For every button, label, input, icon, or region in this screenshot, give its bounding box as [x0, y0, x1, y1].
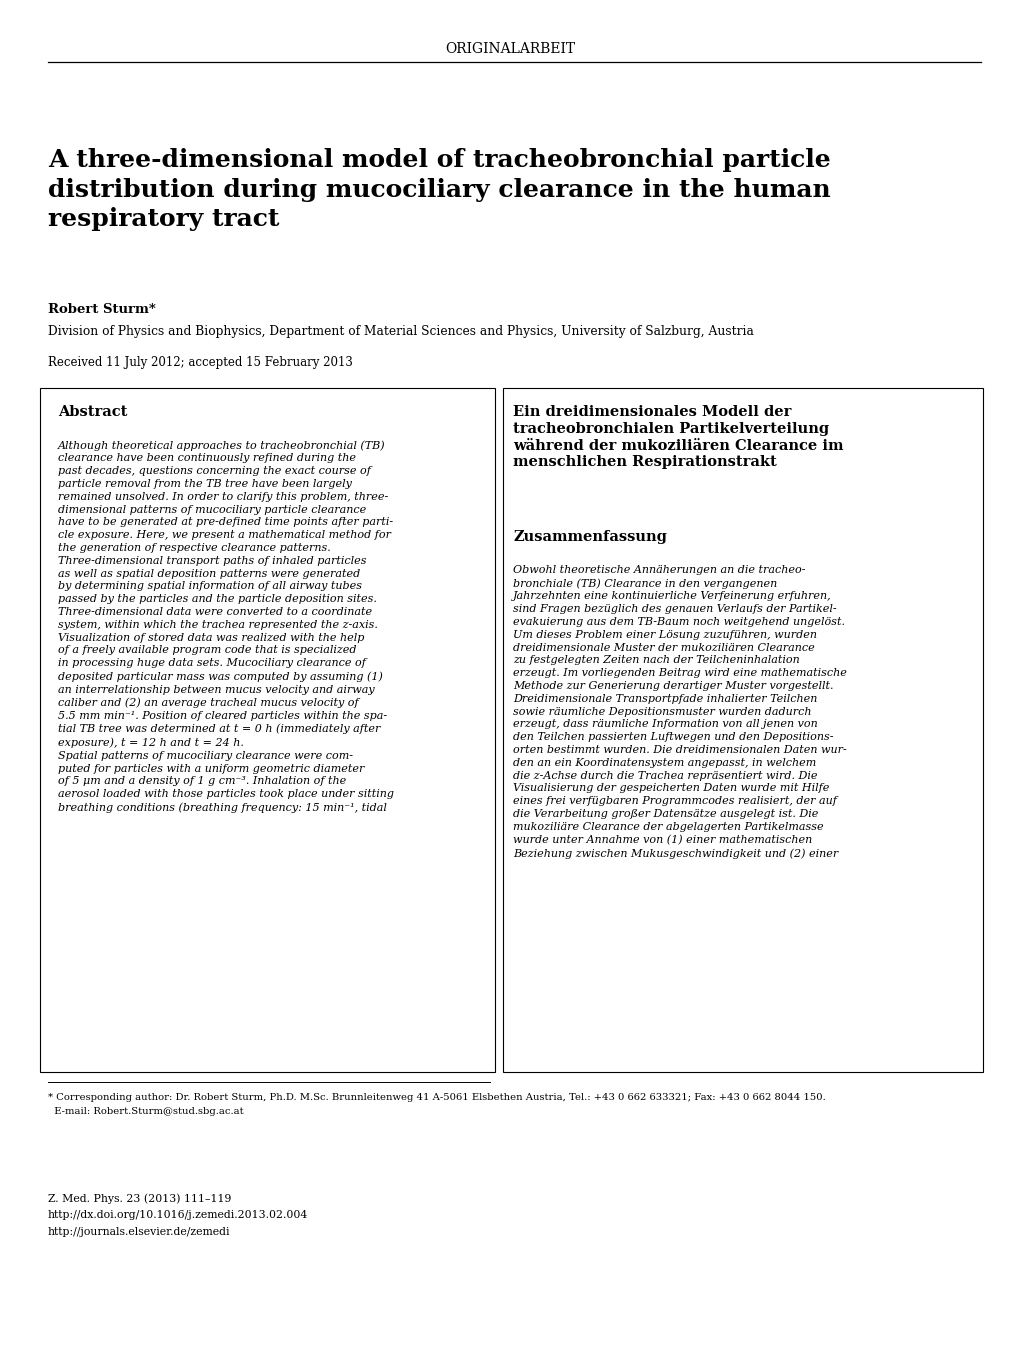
Text: E-mail: Robert.Sturm@stud.sbg.ac.at: E-mail: Robert.Sturm@stud.sbg.ac.at	[48, 1106, 244, 1116]
Text: Z. Med. Phys. 23 (2013) 111–119: Z. Med. Phys. 23 (2013) 111–119	[48, 1193, 232, 1204]
Text: Robert Sturm*: Robert Sturm*	[48, 303, 156, 316]
Text: Obwohl theoretische Annäherungen an die tracheo-
bronchiale (TB) Clearance in de: Obwohl theoretische Annäherungen an die …	[513, 565, 846, 858]
Bar	[503, 388, 983, 1071]
Text: Ein dreidimensionales Modell der
tracheobronchialen Partikelverteilung
während d: Ein dreidimensionales Modell der tracheo…	[513, 405, 843, 469]
Text: Division of Physics and Biophysics, Department of Material Sciences and Physics,: Division of Physics and Biophysics, Depa…	[48, 326, 753, 338]
Bar	[40, 388, 495, 1071]
Text: ORIGINALARBEIT: ORIGINALARBEIT	[445, 42, 576, 55]
Text: A three-dimensional model of tracheobronchial particle
distribution during mucoc: A three-dimensional model of tracheobron…	[48, 149, 831, 231]
Text: Although theoretical approaches to tracheobronchial (TB)
clearance have been con: Although theoretical approaches to trach…	[58, 440, 394, 813]
Text: Abstract: Abstract	[58, 405, 128, 419]
Text: Zusammenfassung: Zusammenfassung	[513, 530, 667, 544]
Text: http://journals.elsevier.de/zemedi: http://journals.elsevier.de/zemedi	[48, 1227, 231, 1238]
Text: * Corresponding author: Dr. Robert Sturm, Ph.D. M.Sc. Brunnleitenweg 41 A-5061 E: * Corresponding author: Dr. Robert Sturm…	[48, 1093, 826, 1102]
Text: Received 11 July 2012; accepted 15 February 2013: Received 11 July 2012; accepted 15 Febru…	[48, 357, 353, 369]
Text: http://dx.doi.org/10.1016/j.zemedi.2013.02.004: http://dx.doi.org/10.1016/j.zemedi.2013.…	[48, 1210, 308, 1220]
